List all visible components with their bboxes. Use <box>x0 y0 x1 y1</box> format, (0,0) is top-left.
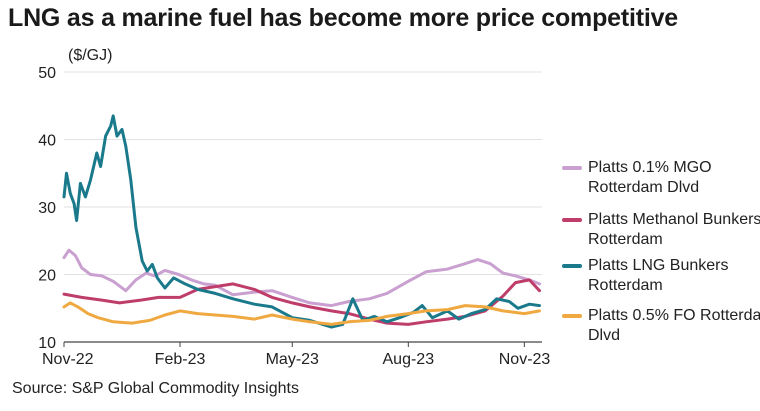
legend-swatch <box>562 166 582 170</box>
source-note: Source: S&P Global Commodity Insights <box>12 380 299 397</box>
legend-label: Platts 0.1% MGO Rotterdam Dlvd <box>588 159 712 196</box>
x-tick-label: Nov-23 <box>499 351 551 368</box>
y-tick-label: 10 <box>38 335 56 352</box>
legend-label: Platts Methanol Bunkers Rotterdam <box>588 211 760 248</box>
series-line-3 <box>62 114 541 329</box>
legend-item: Platts Methanol Bunkers Rotterdam <box>562 210 760 250</box>
legend-item: Platts 0.1% MGO Rotterdam Dlvd <box>562 158 760 198</box>
x-tick-label: Feb-23 <box>155 351 206 368</box>
y-tick-label: 40 <box>38 133 56 150</box>
legend-swatch <box>562 218 582 222</box>
x-tick-label: Aug-23 <box>383 351 435 368</box>
series-line-4 <box>62 301 541 326</box>
series-line-1 <box>62 248 541 308</box>
chart-title: LNG as a marine fuel has become more pri… <box>8 4 678 32</box>
legend-item: Platts 0.5% FO Rotterdam Dlvd <box>562 306 760 346</box>
x-tick-label: May-23 <box>266 351 319 368</box>
legend-label: Platts LNG Bunkers Rotterdam <box>588 257 729 294</box>
axes: 10 20 30 40 50 ($/GJ) Nov-22 Feb-23 May-23 Aug-23… <box>38 47 550 368</box>
y-tick-label: 50 <box>38 65 56 82</box>
legend-label: Platts 0.5% FO Rotterdam Dlvd <box>588 307 760 344</box>
legend-swatch <box>562 314 582 318</box>
y-axis-label: ($/GJ) <box>68 47 112 64</box>
y-tick-label: 30 <box>38 200 56 217</box>
legend-item: Platts LNG Bunkers Rotterdam <box>562 256 760 296</box>
y-tick-label: 20 <box>38 268 56 285</box>
series-lines <box>62 114 541 329</box>
x-tick-label: Nov-22 <box>42 351 94 368</box>
legend-swatch <box>562 264 582 268</box>
